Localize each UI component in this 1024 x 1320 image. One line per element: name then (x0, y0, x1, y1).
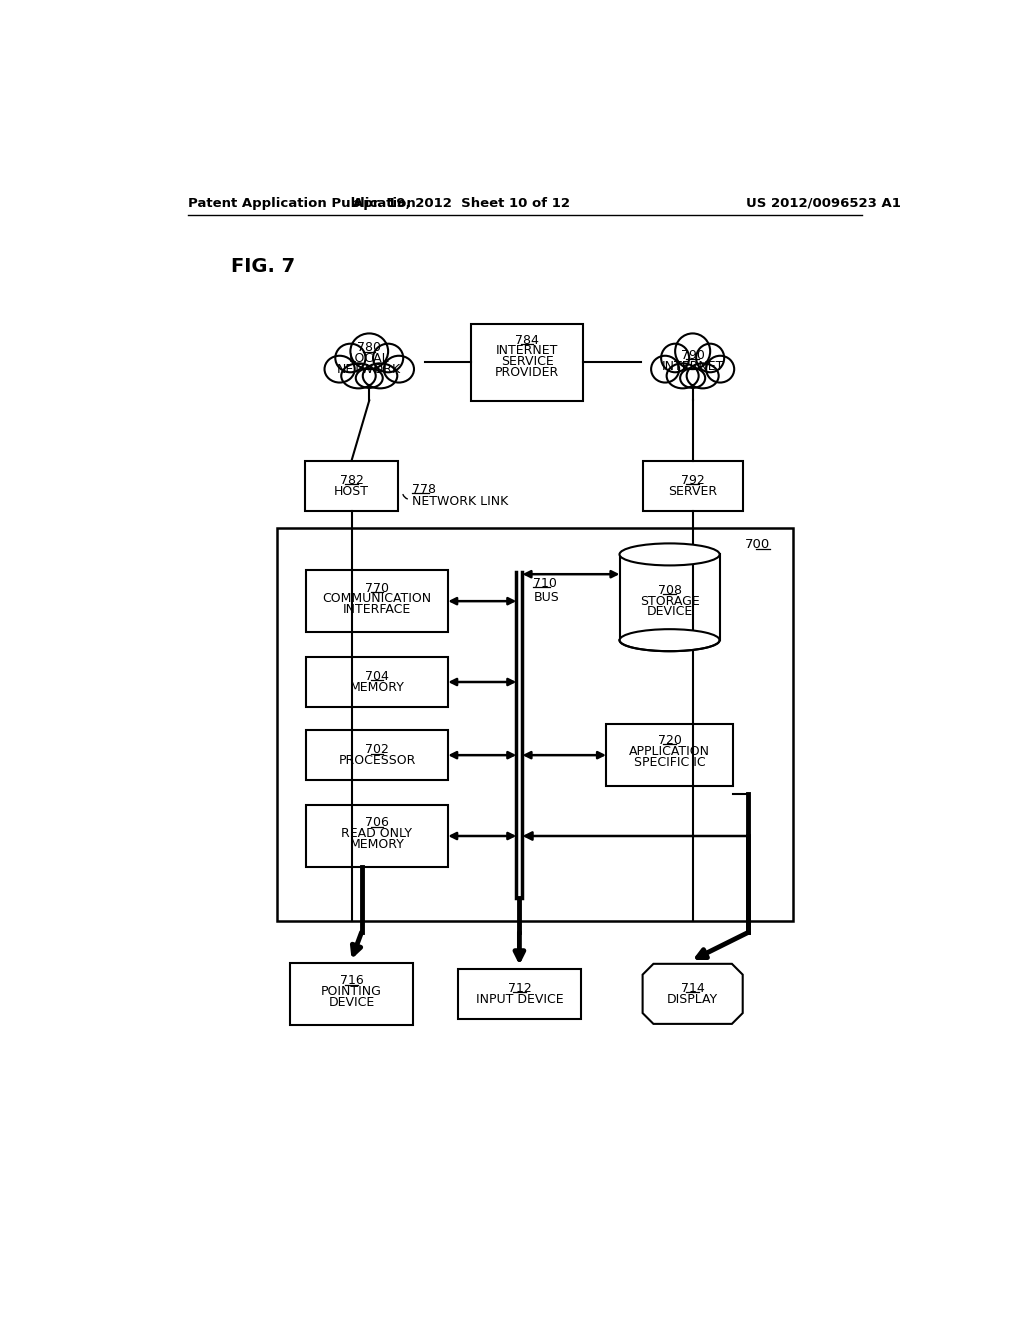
Text: 710: 710 (534, 577, 557, 590)
Bar (458, 969, 581, 1019)
Polygon shape (643, 964, 742, 1024)
Text: 780: 780 (357, 342, 381, 354)
Text: STORAGE: STORAGE (640, 594, 699, 607)
Text: 704: 704 (365, 671, 389, 684)
Text: SERVICE: SERVICE (501, 355, 554, 368)
Bar (643, 461, 742, 511)
Ellipse shape (373, 343, 403, 372)
Text: 778: 778 (412, 483, 435, 496)
Bar (305, 461, 397, 511)
Text: 770: 770 (365, 582, 389, 594)
Ellipse shape (687, 363, 719, 388)
Ellipse shape (707, 356, 734, 383)
Ellipse shape (675, 334, 711, 370)
Text: PROCESSOR: PROCESSOR (338, 754, 416, 767)
Text: INTERNET: INTERNET (662, 360, 724, 372)
Bar (517, 572, 522, 898)
Ellipse shape (662, 343, 689, 372)
Text: READ ONLY: READ ONLY (341, 828, 413, 841)
Ellipse shape (341, 363, 376, 388)
Text: SERVER: SERVER (668, 484, 717, 498)
Text: PROVIDER: PROVIDER (495, 366, 559, 379)
Text: 702: 702 (365, 743, 389, 756)
Text: 712: 712 (508, 982, 531, 995)
Ellipse shape (384, 356, 414, 383)
Text: 714: 714 (681, 982, 705, 995)
Ellipse shape (620, 630, 720, 651)
Text: NETWORK: NETWORK (337, 363, 401, 376)
Text: 700: 700 (744, 539, 770, 552)
Text: POINTING: POINTING (322, 985, 382, 998)
Ellipse shape (651, 356, 679, 383)
Bar (620, 554, 720, 640)
Ellipse shape (667, 363, 698, 388)
Text: 790: 790 (681, 348, 705, 362)
Text: 792: 792 (681, 474, 705, 487)
Text: 706: 706 (365, 816, 389, 829)
Ellipse shape (355, 368, 383, 388)
Bar (306, 570, 449, 632)
Bar (276, 528, 793, 921)
Text: HOST: HOST (334, 484, 369, 498)
Text: NETWORK LINK: NETWORK LINK (412, 495, 508, 508)
Bar (606, 725, 733, 785)
Text: LOCAL: LOCAL (349, 352, 389, 366)
Text: INTERFACE: INTERFACE (343, 603, 411, 616)
Ellipse shape (350, 334, 388, 370)
Bar (306, 657, 449, 708)
Text: MEMORY: MEMORY (349, 681, 404, 694)
Text: INTERNET: INTERNET (496, 345, 558, 358)
Ellipse shape (325, 356, 354, 383)
Text: 708: 708 (657, 583, 682, 597)
Text: 782: 782 (340, 474, 364, 487)
Bar (306, 730, 449, 780)
Text: DEVICE: DEVICE (646, 606, 692, 619)
Text: APPLICATION: APPLICATION (629, 744, 710, 758)
Text: INPUT DEVICE: INPUT DEVICE (475, 993, 563, 1006)
Ellipse shape (335, 343, 366, 372)
Text: 784: 784 (515, 334, 539, 347)
Text: US 2012/0096523 A1: US 2012/0096523 A1 (746, 197, 901, 210)
Text: 716: 716 (340, 974, 364, 987)
Text: BUS: BUS (534, 591, 559, 603)
Text: Patent Application Publication: Patent Application Publication (188, 197, 416, 210)
Bar (306, 805, 449, 867)
Text: COMMUNICATION: COMMUNICATION (323, 593, 431, 606)
Text: MEMORY: MEMORY (349, 838, 404, 851)
Text: 720: 720 (657, 734, 682, 747)
Text: DEVICE: DEVICE (329, 995, 375, 1008)
Ellipse shape (680, 368, 706, 388)
Text: SPECIFIC IC: SPECIFIC IC (634, 755, 706, 768)
Ellipse shape (696, 343, 724, 372)
Bar (471, 323, 583, 401)
Bar (290, 964, 413, 1024)
Text: FIG. 7: FIG. 7 (230, 256, 295, 276)
Ellipse shape (620, 544, 720, 565)
Ellipse shape (362, 363, 397, 388)
Text: Apr. 19, 2012  Sheet 10 of 12: Apr. 19, 2012 Sheet 10 of 12 (353, 197, 570, 210)
Text: DISPLAY: DISPLAY (667, 993, 718, 1006)
